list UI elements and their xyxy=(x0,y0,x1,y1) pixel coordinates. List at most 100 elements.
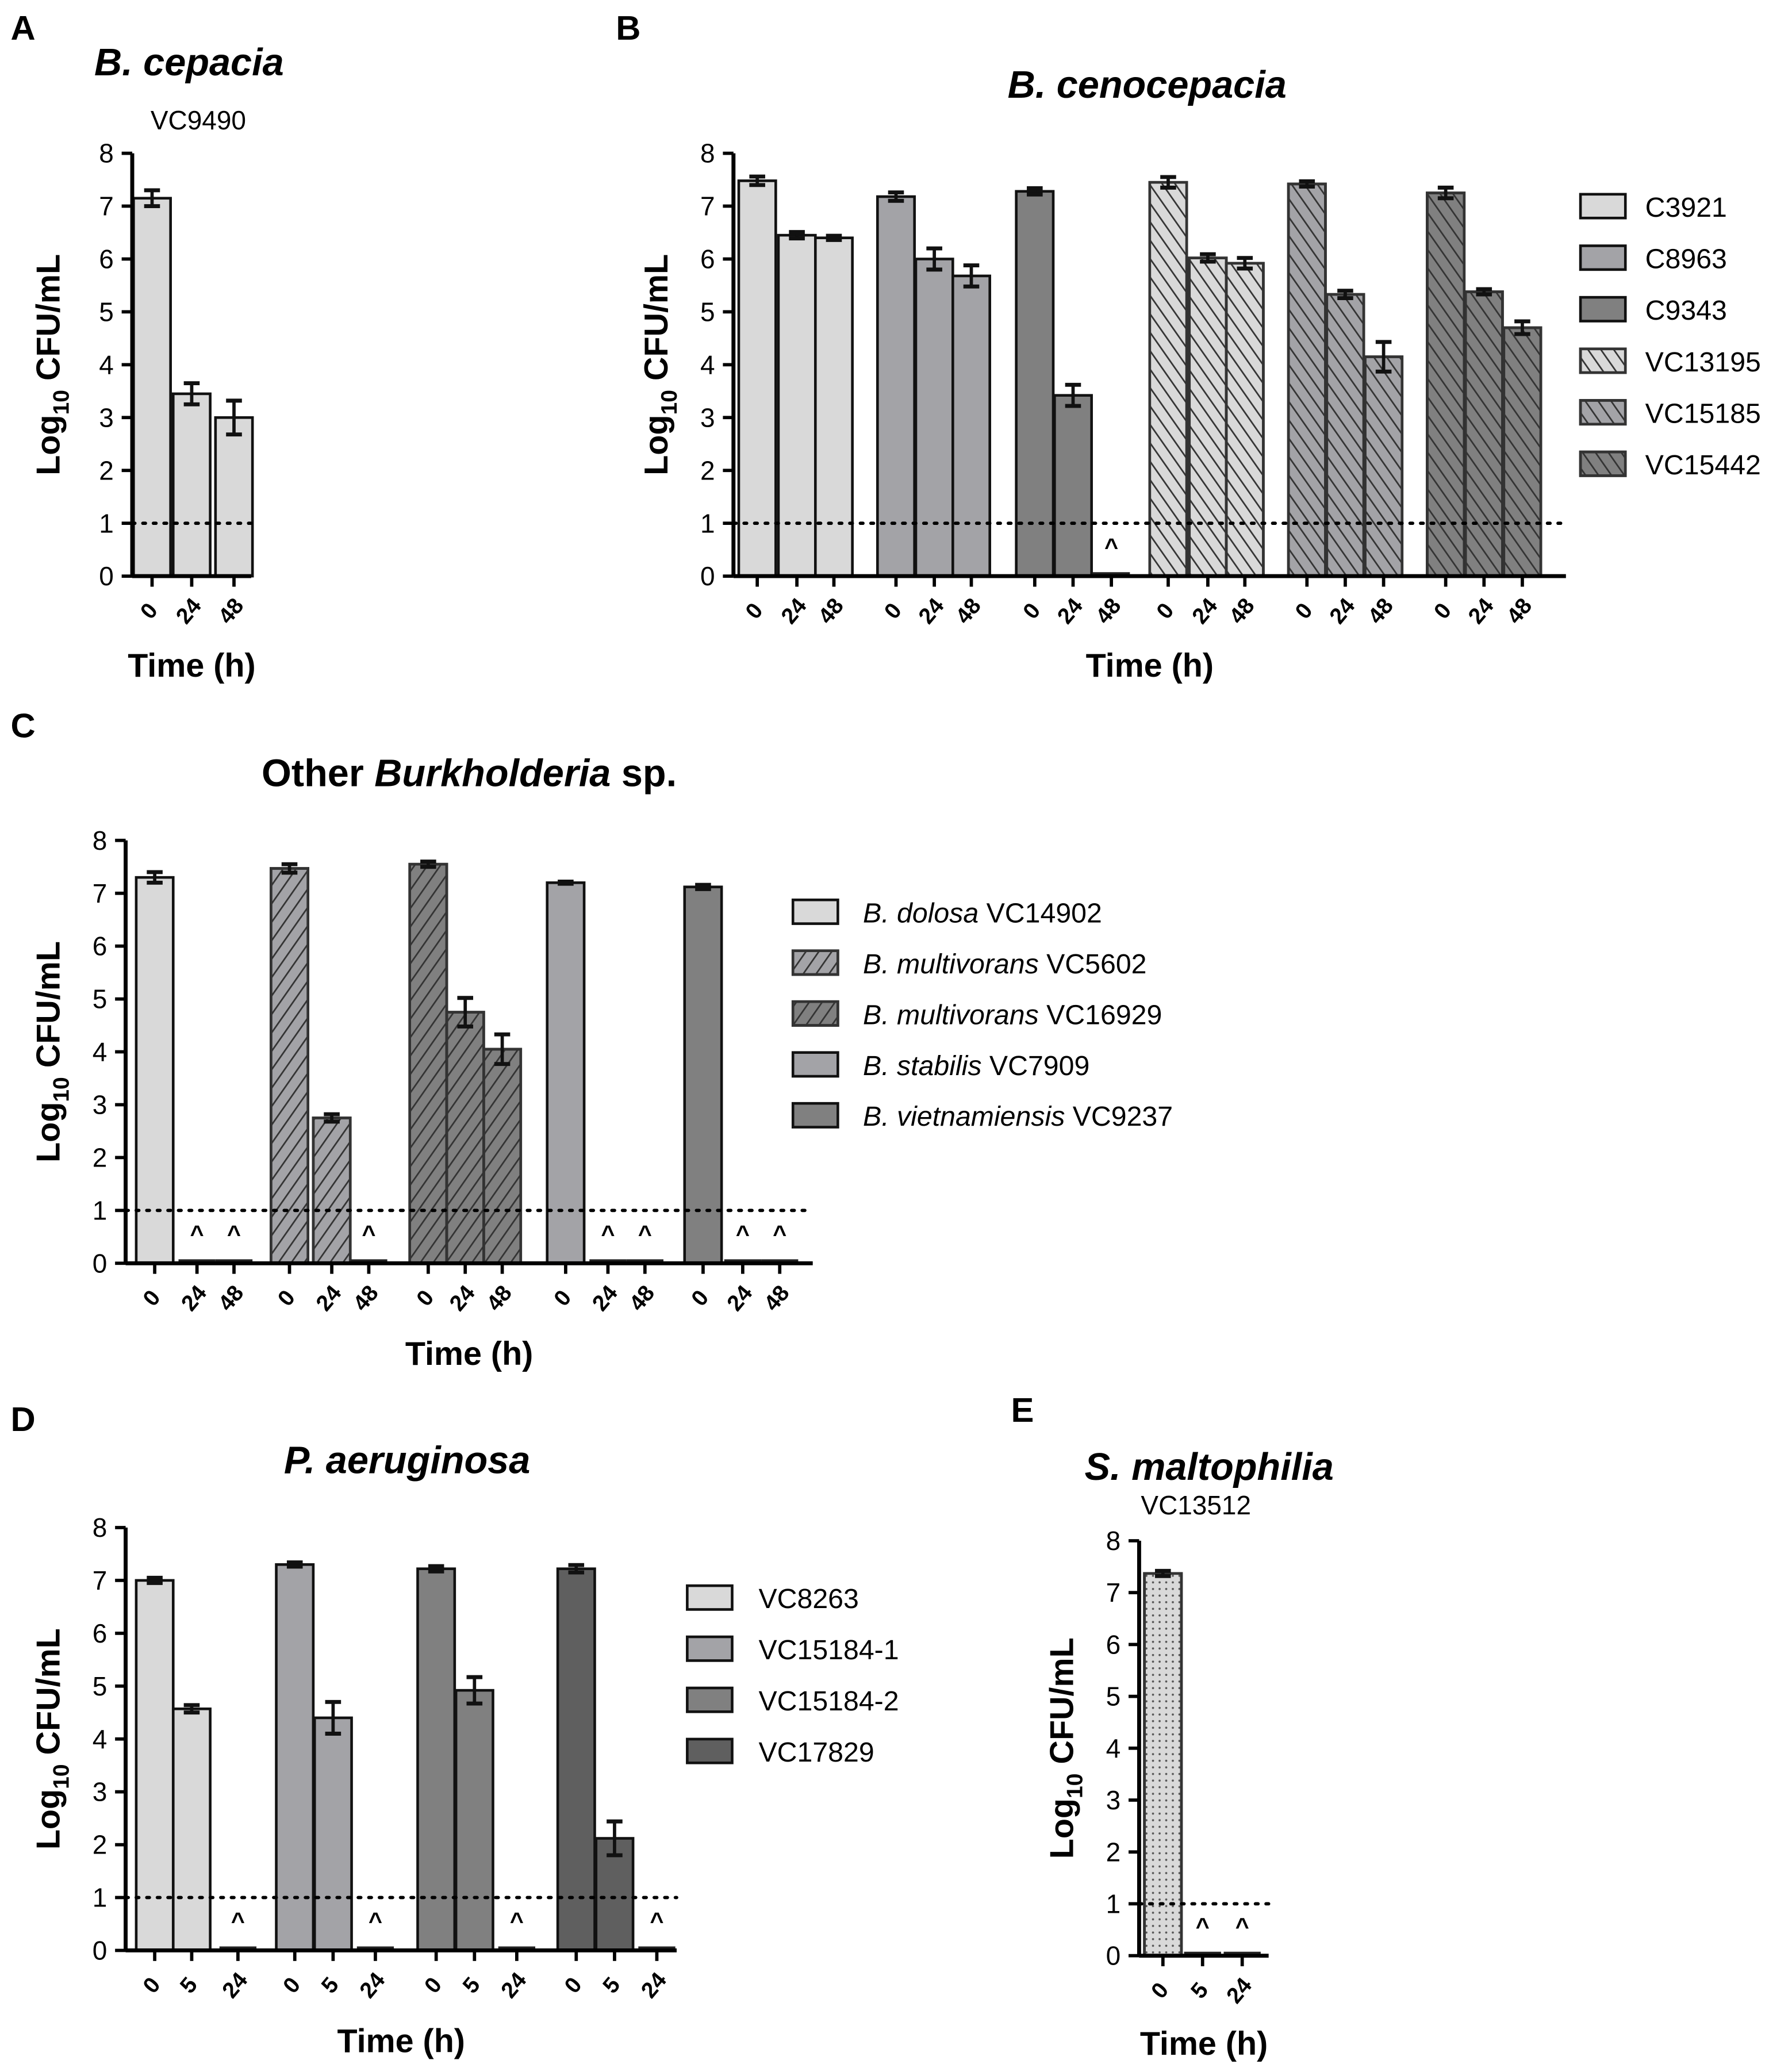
text-segment: S. maltophilia xyxy=(1085,1446,1334,1488)
y-tick-label: 2 xyxy=(93,1142,108,1172)
legend-swatch xyxy=(686,1737,734,1764)
bar-pattern xyxy=(270,867,310,1265)
x-axis-label: Time (h) xyxy=(1086,647,1214,684)
bar xyxy=(171,1707,212,1952)
legend-swatch xyxy=(686,1584,734,1611)
y-axis-label: Log10 CFU/mL xyxy=(30,941,74,1162)
y-tick-label: 5 xyxy=(1106,1682,1121,1712)
y-tick-label: 1 xyxy=(700,508,715,538)
y-tick-label: 5 xyxy=(93,984,108,1014)
x-tick-label: 48 xyxy=(482,1281,517,1316)
bar xyxy=(214,416,254,578)
x-tick-label: 24 xyxy=(636,1968,671,2003)
x-tick-label: 0 xyxy=(273,1286,300,1311)
text-segment: Log xyxy=(30,1789,67,1850)
bar xyxy=(1053,394,1093,578)
x-tick-label: 48 xyxy=(624,1281,659,1316)
text-segment: Log xyxy=(30,1102,67,1162)
nd-marker: ^ xyxy=(231,1908,245,1935)
bar-pattern xyxy=(1143,1572,1183,1957)
y-axis-label: Log10 CFU/mL xyxy=(30,1628,74,1850)
text-segment: VC17829 xyxy=(758,1737,874,1768)
y-tick-label: 4 xyxy=(93,1037,108,1067)
y-tick-label: 1 xyxy=(1106,1889,1121,1919)
y-axis-label: Log10 CFU/mL xyxy=(1043,1637,1087,1859)
bar xyxy=(777,233,817,578)
x-axis-label: Time (h) xyxy=(405,1336,533,1372)
y-axis-label: Log10 CFU/mL xyxy=(30,254,74,475)
bar-pattern xyxy=(445,1011,485,1265)
legend-label: B. multivorans VC16929 xyxy=(863,999,1162,1030)
y-tick-label: 1 xyxy=(93,1195,108,1225)
x-tick-label: 48 xyxy=(214,1281,249,1316)
bar xyxy=(135,1579,175,1952)
y-tick-label: 8 xyxy=(99,139,114,168)
bar xyxy=(132,197,172,578)
text-segment: B. dolosa xyxy=(863,897,978,929)
nd-marker: ^ xyxy=(601,1221,615,1247)
bar-nd xyxy=(1223,1951,1261,1956)
x-tick-label: 24 xyxy=(722,1281,757,1316)
x-tick-label: 24 xyxy=(176,1281,212,1316)
bar xyxy=(814,236,854,578)
bar xyxy=(876,195,916,578)
text-segment: 10 xyxy=(1063,1774,1088,1798)
text-segment: CFU/mL xyxy=(1043,1637,1080,1773)
x-tick-label: 24 xyxy=(496,1968,531,2003)
y-tick-label: 8 xyxy=(93,1513,108,1543)
y-tick-label: 8 xyxy=(1106,1526,1121,1556)
text-segment: 10 xyxy=(657,390,682,415)
x-tick-label: 24 xyxy=(1464,593,1499,628)
x-tick-label: 24 xyxy=(914,593,949,628)
legend-swatch-pattern xyxy=(1579,347,1627,374)
text-segment: VC14902 xyxy=(978,897,1102,929)
bar-pattern xyxy=(1188,256,1228,578)
y-tick-label: 7 xyxy=(99,191,114,221)
text-segment: CFU/mL xyxy=(30,941,67,1077)
text-segment: VC15184-1 xyxy=(758,1635,899,1666)
x-tick-label: 0 xyxy=(1291,598,1318,624)
text-segment: sp. xyxy=(611,753,677,795)
y-tick-label: 6 xyxy=(93,931,108,961)
bar xyxy=(135,876,175,1265)
panel-letter: B xyxy=(616,9,640,47)
x-tick-label: 24 xyxy=(217,1968,252,2003)
legend-swatch xyxy=(1579,193,1627,220)
nd-marker: ^ xyxy=(638,1221,652,1247)
text-segment: VC15185 xyxy=(1645,398,1761,429)
x-tick-label: 24 xyxy=(312,1281,347,1316)
y-tick-label: 1 xyxy=(99,508,114,538)
text-segment: VC15184-2 xyxy=(758,1686,899,1717)
legend-swatch-pattern xyxy=(1579,450,1627,477)
x-tick-label: 48 xyxy=(1363,594,1398,629)
x-tick-label: 0 xyxy=(560,1973,587,1998)
y-tick-label: 2 xyxy=(700,455,715,485)
nd-marker: ^ xyxy=(1235,1913,1249,1940)
legend-swatch xyxy=(1579,244,1627,271)
x-tick-label: 24 xyxy=(171,593,206,628)
bar xyxy=(556,1567,596,1952)
text-segment: CFU/mL xyxy=(30,254,67,390)
x-tick-label: 0 xyxy=(686,1286,713,1311)
legend-label: VC15184-2 xyxy=(758,1686,899,1717)
y-tick-label: 6 xyxy=(700,244,715,274)
text-segment: Log xyxy=(30,415,67,475)
y-tick-label: 4 xyxy=(99,350,114,379)
legend-label: VC15185 xyxy=(1645,398,1761,429)
text-segment: VC15442 xyxy=(1645,450,1761,481)
y-tick-label: 0 xyxy=(99,561,114,591)
text-segment: VC8263 xyxy=(758,1583,858,1614)
nd-marker: ^ xyxy=(369,1908,382,1935)
chart-title: Other Burkholderia sp. xyxy=(262,753,677,795)
legend-label: C8963 xyxy=(1645,244,1727,275)
y-tick-label: 3 xyxy=(99,402,114,432)
bar xyxy=(454,1689,494,1952)
x-tick-label: 0 xyxy=(1429,598,1456,624)
nd-marker: ^ xyxy=(362,1221,375,1247)
bar-pattern xyxy=(408,862,448,1265)
panel-letter: C xyxy=(11,707,36,745)
y-tick-label: 3 xyxy=(93,1777,108,1807)
x-tick-label: 48 xyxy=(214,594,249,629)
